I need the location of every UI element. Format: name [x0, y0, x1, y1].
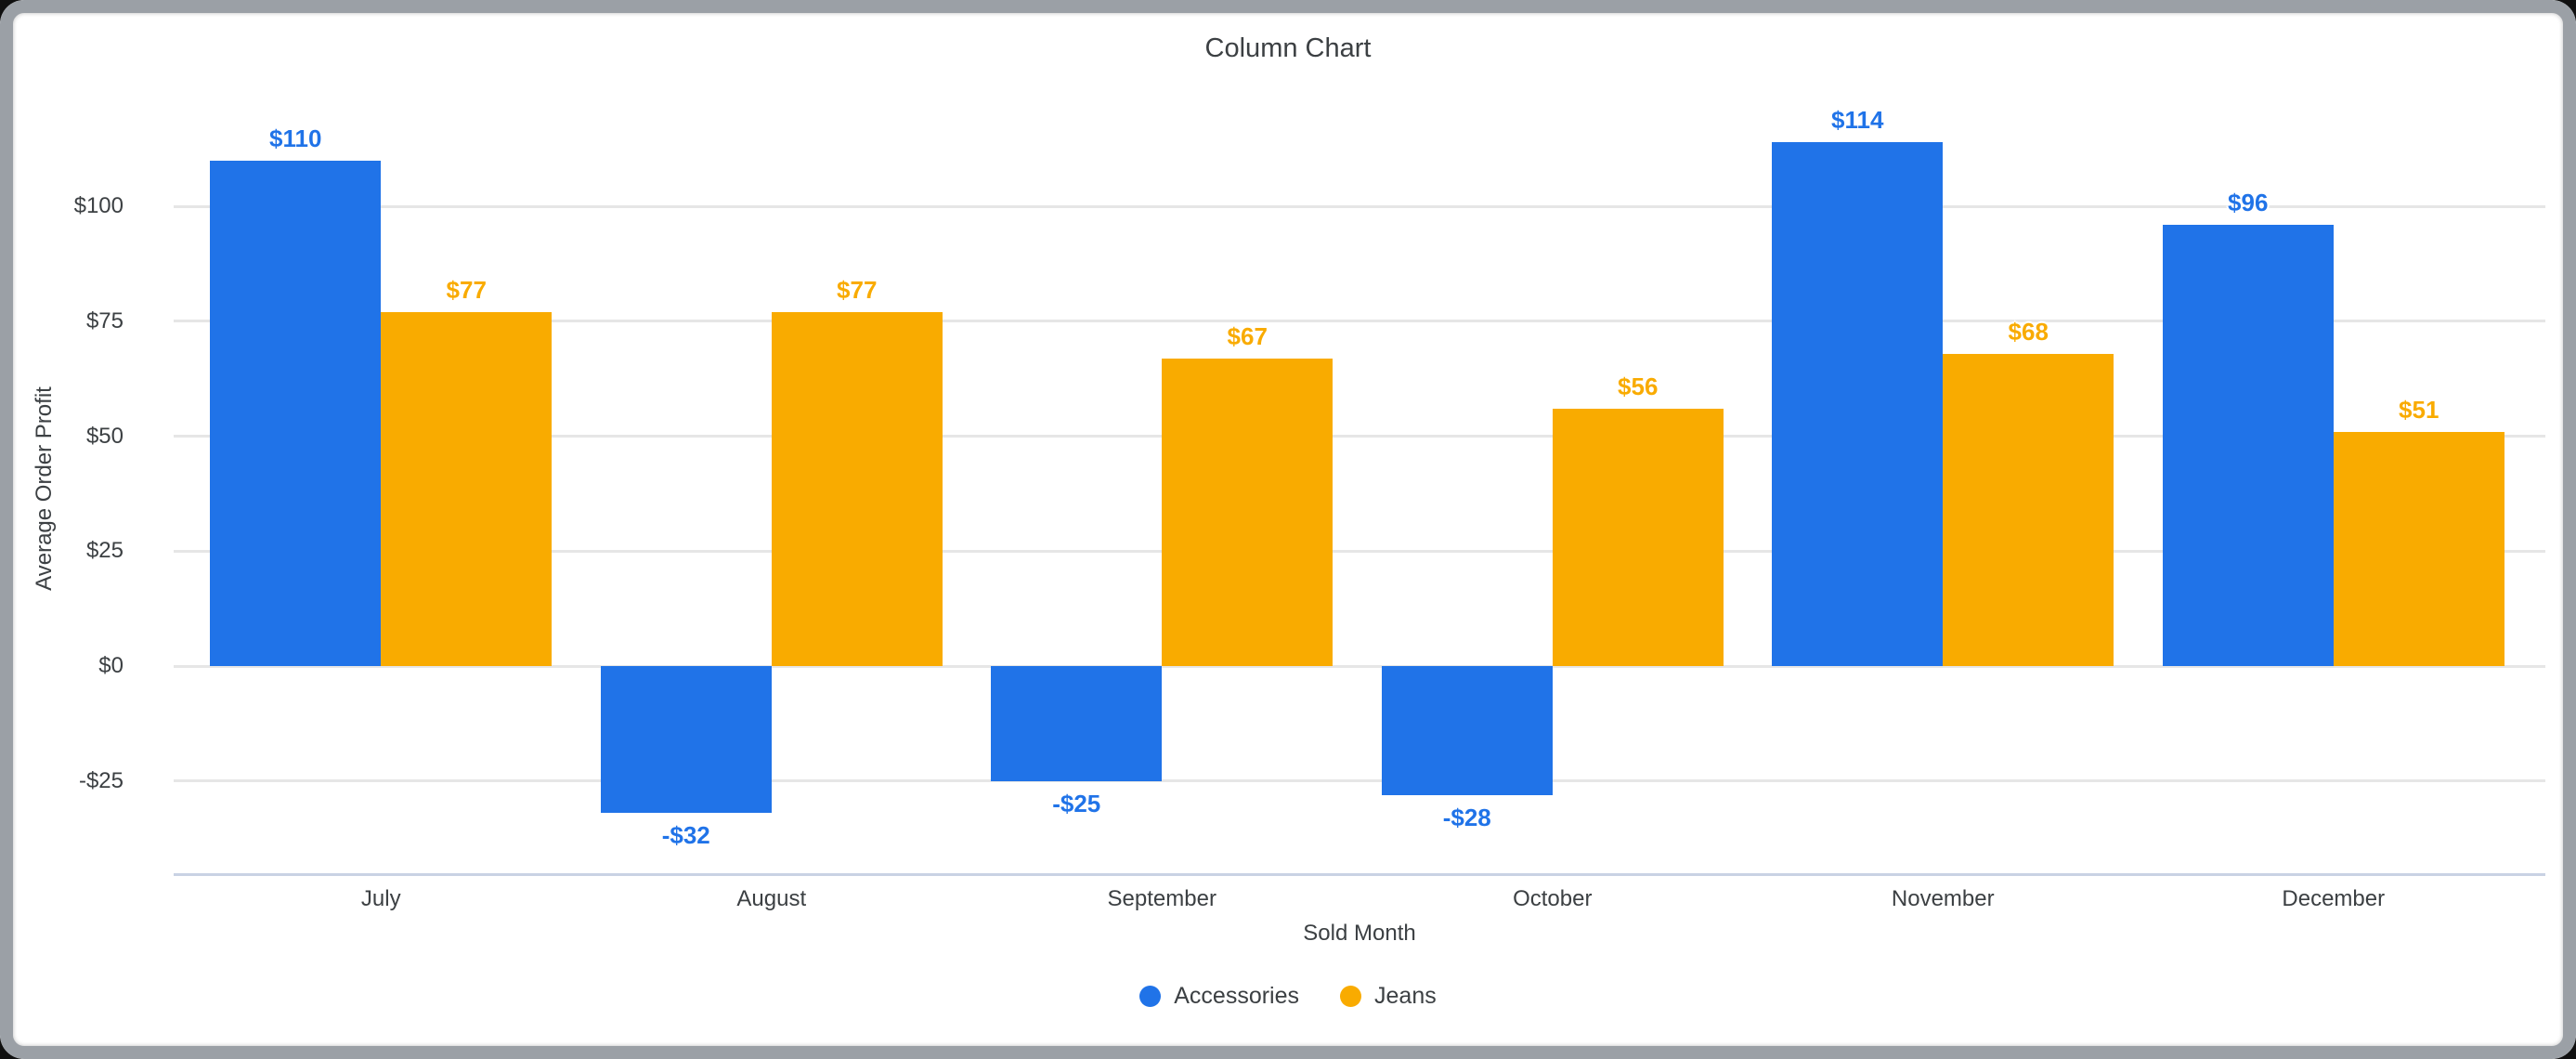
value-label-jeans-september: $67	[1227, 321, 1268, 350]
bar-jeans-august[interactable]	[771, 312, 943, 666]
value-label-accessories-november: $114	[1831, 106, 1884, 135]
y-tick-label: -$25	[78, 767, 124, 793]
bar-jeans-july[interactable]	[381, 312, 553, 666]
legend: Accessories Jeans	[0, 977, 2576, 1014]
value-label-jeans-july: $77	[446, 276, 487, 305]
x-tick-label-august: August	[736, 886, 807, 911]
bar-accessories-october[interactable]	[1381, 666, 1553, 795]
value-label-jeans-october: $56	[1618, 372, 1659, 400]
legend-swatch-jeans-icon	[1340, 985, 1362, 1007]
legend-label-accessories: Accessories	[1174, 982, 1300, 1009]
bar-accessories-november[interactable]	[1772, 142, 1944, 666]
y-tick-label: $50	[85, 423, 124, 449]
gridline--0	[174, 664, 2545, 668]
value-label-accessories-october: -$28	[1442, 803, 1491, 831]
y-axis-title: Average Order Profit	[32, 386, 57, 591]
x-tick-label-september: September	[1107, 886, 1216, 911]
x-tick-label-october: October	[1513, 886, 1593, 911]
x-axis-baseline	[174, 873, 2545, 876]
legend-label-jeans: Jeans	[1374, 982, 1437, 1009]
gridline--75	[174, 320, 2545, 323]
bar-jeans-october[interactable]	[1552, 408, 1724, 666]
bar-accessories-august[interactable]	[600, 666, 772, 814]
bar-accessories-july[interactable]	[210, 160, 382, 666]
bar-jeans-december[interactable]	[2333, 431, 2504, 666]
x-tick-label-december: December	[2282, 886, 2386, 911]
y-tick-label: $100	[73, 193, 124, 219]
legend-item-accessories[interactable]: Accessories	[1139, 983, 1299, 1010]
bar-accessories-december[interactable]	[2162, 225, 2334, 666]
value-label-accessories-december: $96	[2228, 189, 2269, 217]
chart-title: Column Chart	[1204, 33, 1372, 63]
value-label-accessories-july: $110	[269, 124, 322, 152]
bar-accessories-september[interactable]	[991, 666, 1163, 781]
value-label-jeans-december: $51	[2399, 395, 2439, 424]
bar-jeans-november[interactable]	[1943, 353, 2114, 666]
legend-swatch-accessories-icon	[1139, 985, 1162, 1007]
x-tick-label-november: November	[1891, 886, 1995, 911]
legend-item-jeans[interactable]: Jeans	[1340, 983, 1437, 1010]
y-tick-label: $25	[85, 538, 124, 564]
gridline--100	[174, 204, 2545, 208]
value-label-jeans-november: $68	[2008, 317, 2049, 346]
x-tick-label-july: July	[360, 886, 401, 911]
gridline--25	[174, 549, 2545, 553]
value-label-accessories-september: -$25	[1052, 789, 1101, 817]
x-axis-title: Sold Month	[1303, 921, 1416, 946]
value-label-jeans-august: $77	[837, 276, 878, 305]
bar-jeans-september[interactable]	[1162, 358, 1334, 666]
y-tick-label: $75	[85, 307, 124, 333]
value-label-accessories-august: -$32	[661, 821, 710, 850]
gridline--25	[174, 779, 2545, 783]
y-tick-label: $0	[98, 653, 124, 678]
gridline--50	[174, 435, 2545, 438]
